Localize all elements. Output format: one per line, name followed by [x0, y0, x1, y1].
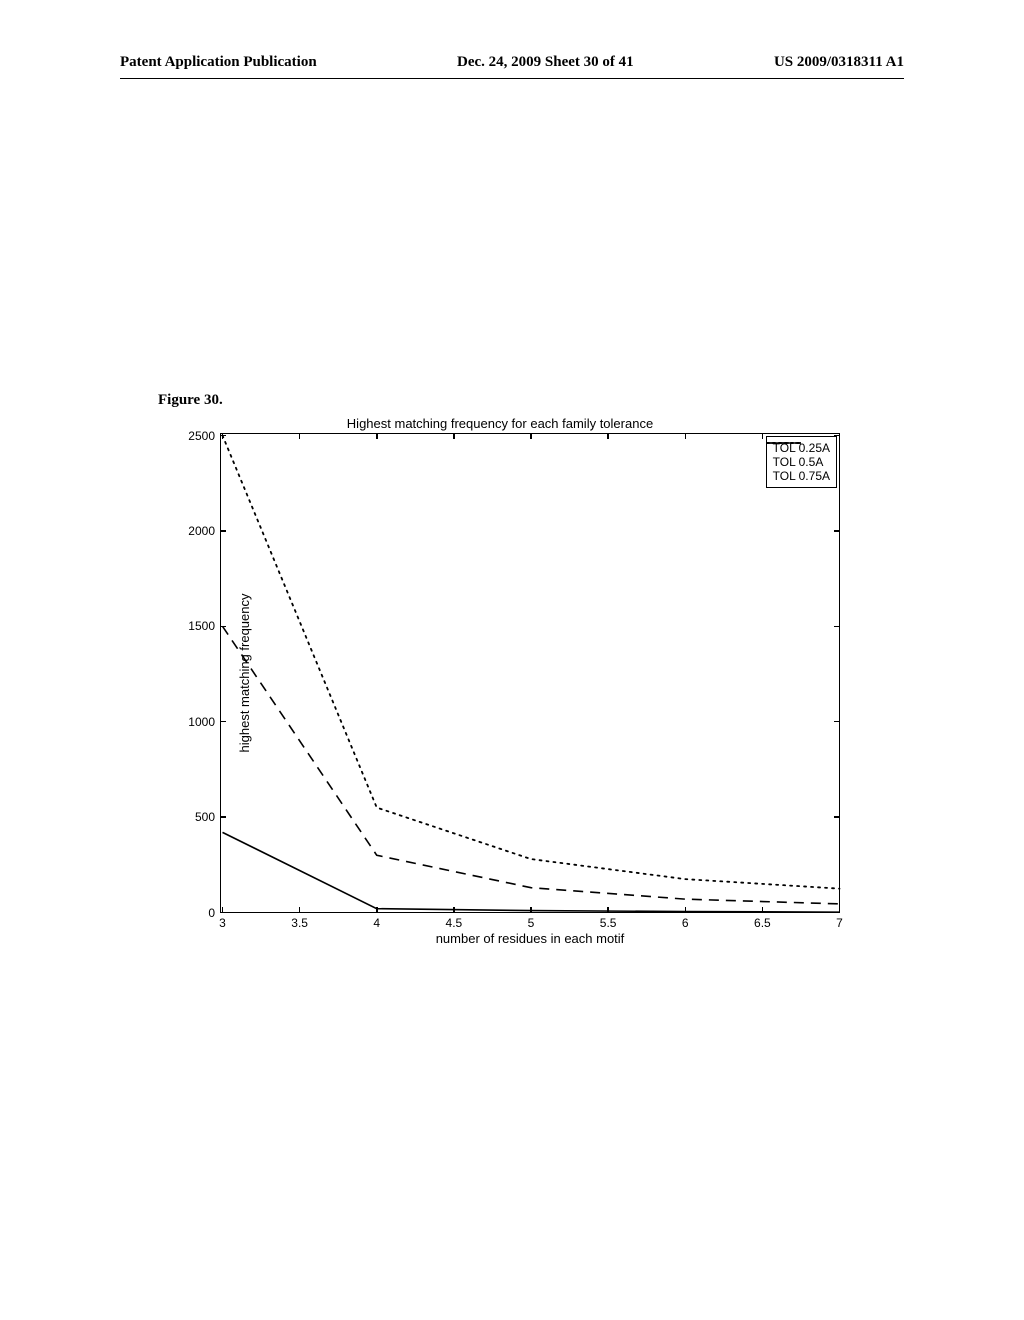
figure-label: Figure 30. [158, 392, 223, 409]
x-tick-label: 6 [682, 912, 689, 930]
x-tick-label: 4 [373, 912, 380, 930]
header-rule [120, 78, 904, 79]
x-tick-label: 4.5 [446, 912, 463, 930]
patent-page: Patent Application Publication Dec. 24, … [0, 0, 1024, 1320]
header-center: Dec. 24, 2009 Sheet 30 of 41 [457, 54, 634, 71]
chart-container: Highest matching frequency for each fami… [160, 416, 840, 913]
y-tick-label: 500 [195, 810, 221, 824]
header-left: Patent Application Publication [120, 54, 317, 71]
y-tick-label: 1500 [188, 619, 221, 633]
header-right: US 2009/0318311 A1 [774, 54, 904, 71]
chart-axes: highest matching frequency number of res… [220, 433, 840, 913]
chart-title: Highest matching frequency for each fami… [160, 416, 840, 431]
x-tick-label: 5 [528, 912, 535, 930]
y-tick-label: 2500 [188, 429, 221, 443]
x-tick-label: 5.5 [600, 912, 617, 930]
x-tick-label: 3 [219, 912, 226, 930]
chart-plot [221, 434, 841, 914]
x-tick-label: 6.5 [754, 912, 771, 930]
x-axis-label: number of residues in each motif [436, 931, 625, 946]
page-header: Patent Application Publication Dec. 24, … [120, 54, 904, 71]
y-tick-label: 2000 [188, 524, 221, 538]
y-tick-label: 1000 [188, 715, 221, 729]
x-tick-label: 3.5 [291, 912, 308, 930]
x-tick-label: 7 [836, 912, 843, 930]
